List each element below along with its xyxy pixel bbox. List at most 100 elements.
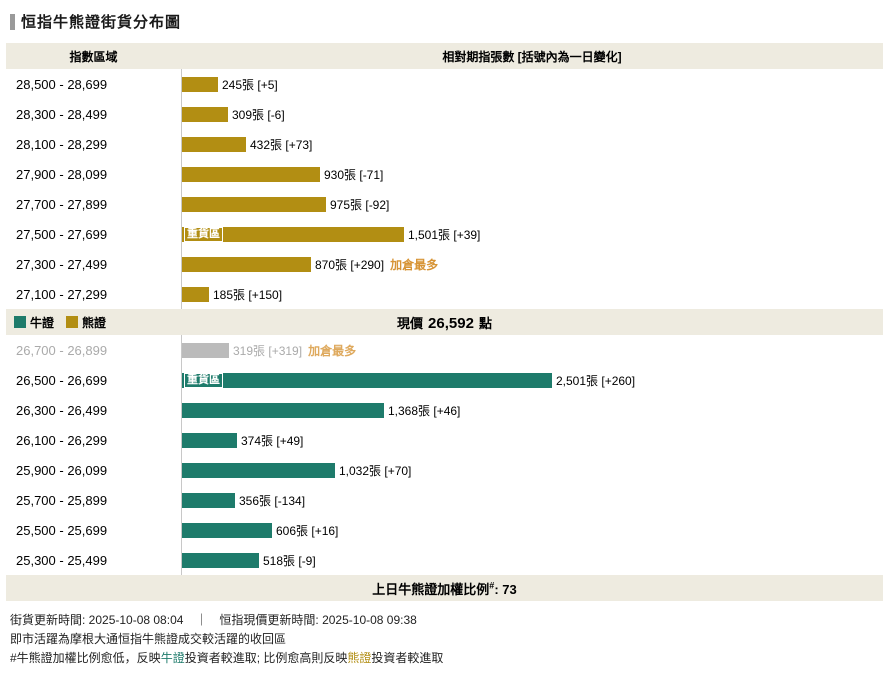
weighted-ratio-sup: # (489, 580, 495, 591)
bull-bar (182, 462, 335, 478)
bear-bar (182, 286, 209, 302)
bar-area: 975張 [-92] (181, 189, 883, 219)
index-range-label: 28,300 - 28,499 (16, 106, 108, 122)
chart-row: 28,500 - 28,699 245張 [+5] (6, 69, 883, 99)
current-price-unit: 點 (478, 315, 492, 331)
bar-area: 870張 [+290] 加倉最多 (181, 249, 883, 279)
index-range-label: 25,300 - 25,499 (16, 552, 108, 568)
bar-area: 1,032張 [+70] (181, 455, 883, 485)
index-range-label: 25,700 - 25,899 (16, 492, 108, 508)
chart-row: 26,500 - 26,699 重貨區 2,501張 [+260] (6, 365, 883, 395)
bar-value-label: 930張 [-71] (324, 167, 384, 182)
index-range-label: 27,900 - 28,099 (16, 166, 108, 182)
bull-bar (182, 402, 384, 418)
legend-bear-item: 熊證 (66, 314, 106, 331)
weighted-ratio-label: 上日牛熊證加權比例 (372, 581, 490, 597)
legend: 牛證 熊證 (14, 309, 106, 335)
most-added-label: 加倉最多 (390, 257, 439, 272)
bull-section: 26,700 - 26,899 319張 [+319] 加倉最多 26,500 - 2… (6, 335, 883, 575)
column-header-band: 指數區域 相對期指張數 [括號內為一日變化] (6, 43, 883, 69)
summary-band: 上日牛熊證加權比例#: 73 (6, 575, 883, 601)
bear-bar (182, 106, 228, 122)
weighted-ratio: 上日牛熊證加權比例#: 73 (372, 579, 516, 598)
bar-area: 重貨區 2,501張 [+260] (181, 365, 883, 395)
bar-value-label: 870張 [+290] (315, 257, 385, 272)
current-price-label: 現價 (397, 315, 424, 331)
title-marker (10, 13, 15, 30)
bar-value-label: 1,368張 [+46] (388, 403, 461, 418)
bar-area: 1,368張 [+46] (181, 395, 883, 425)
chart-row: 25,700 - 25,899 356張 [-134] (6, 485, 883, 515)
chart-row: 27,900 - 28,099 930張 [-71] (6, 159, 883, 189)
bar-area: 930張 [-71] (181, 159, 883, 189)
page-title-row: 恒指牛熊證街貨分布圖 (10, 11, 883, 32)
footnotes: 街貨更新時間: 2025-10-08 08:04 ｜ 恒指現價更新時間: 202… (6, 611, 883, 668)
inactive-bar (182, 342, 229, 358)
chart-row: 26,300 - 26,499 1,368張 [+46] (6, 395, 883, 425)
bar-area: 319張 [+319] 加倉最多 (181, 335, 883, 365)
bar-area: 245張 [+5] (181, 69, 883, 99)
current-price: 現價 26,592 點 (397, 313, 492, 332)
bar-value-label: 319張 [+319] (233, 343, 303, 358)
bar-area: 356張 [-134] (181, 485, 883, 515)
bar-value-label: 1,501張 [+39] (408, 227, 481, 242)
index-range-label: 25,900 - 26,099 (16, 462, 108, 478)
chart-row: 25,900 - 26,099 1,032張 [+70] (6, 455, 883, 485)
active-zone-note: 即市活躍為摩根大通恒指牛熊證成交較活躍的收回區 (10, 632, 287, 646)
bear-swatch-icon (66, 316, 79, 328)
bar-area: 309張 [-6] (181, 99, 883, 129)
bear-bar (182, 256, 311, 272)
chart-row: 28,100 - 28,299 432張 [+73] (6, 129, 883, 159)
bar-value-label: 606張 [+16] (276, 523, 339, 538)
chart-row: 25,300 - 25,499 518張 [-9] (6, 545, 883, 575)
ratio-note-mid: 投資者較進取; 比例愈高則反映 (184, 651, 348, 665)
most-added-label: 加倉最多 (308, 343, 357, 358)
ratio-note-bull-word: 牛證 (160, 651, 185, 665)
bear-bar (182, 166, 320, 182)
chart-row: 27,300 - 27,499 870張 [+290] 加倉最多 (6, 249, 883, 279)
bear-section: 28,500 - 28,699 245張 [+5] 28,300 - 28,499 3… (6, 69, 883, 309)
bar-value-label: 245張 [+5] (222, 77, 278, 92)
chart-row: 26,100 - 26,299 374張 [+49] (6, 425, 883, 455)
bear-bar (182, 76, 218, 92)
bar-value-label: 374張 [+49] (241, 433, 304, 448)
bull-bar: 重貨區 (182, 372, 552, 388)
bar-area: 606張 [+16] (181, 515, 883, 545)
bar-area: 518張 [-9] (181, 545, 883, 575)
column-header-right: 相對期指張數 [括號內為一日變化] (442, 49, 622, 64)
bar-area: 374張 [+49] (181, 425, 883, 455)
index-range-label: 25,500 - 25,699 (16, 522, 108, 538)
bull-bar (182, 432, 237, 448)
bear-bar (182, 196, 326, 212)
index-range-label: 28,500 - 28,699 (16, 76, 108, 92)
index-range-label: 27,100 - 27,299 (16, 286, 108, 302)
bar-value-label: 309張 [-6] (232, 107, 285, 122)
current-price-value: 26,592 (428, 314, 474, 332)
index-range-label: 26,700 - 26,899 (16, 342, 108, 358)
legend-bull-label: 牛證 (30, 315, 55, 330)
heavy-zone-badge: 重貨區 (184, 226, 223, 242)
bull-bar (182, 522, 272, 538)
ratio-explain-note: #牛熊證加權比例愈低，反映牛證投資者較進取; 比例愈高則反映熊證投資者較進取 (10, 649, 883, 668)
bar-value-label: 1,032張 [+70] (339, 463, 412, 478)
bar-value-label: 185張 [+150] (213, 287, 283, 302)
index-range-label: 27,700 - 27,899 (16, 196, 108, 212)
bar-value-label: 356張 [-134] (239, 493, 306, 508)
page-title: 恒指牛熊證街貨分布圖 (21, 14, 182, 31)
ratio-note-suffix: 投資者較進取 (371, 651, 444, 665)
chart-row: 26,700 - 26,899 319張 [+319] 加倉最多 (6, 335, 883, 365)
page: 恒指牛熊證街貨分布圖 指數區域 相對期指張數 [括號內為一日變化] 28,500… (6, 11, 883, 668)
index-range-label: 26,500 - 26,699 (16, 372, 108, 388)
update-times-note: 街貨更新時間: 2025-10-08 08:04 ｜ 恒指現價更新時間: 202… (10, 613, 417, 627)
bar-value-label: 2,501張 [+260] (556, 373, 636, 388)
bull-swatch-icon (14, 316, 26, 328)
bear-bar (182, 136, 246, 152)
index-range-label: 27,500 - 27,699 (16, 226, 108, 242)
weighted-ratio-value: : 73 (494, 581, 517, 597)
index-range-label: 26,300 - 26,499 (16, 402, 108, 418)
bear-bar: 重貨區 (182, 226, 404, 242)
legend-bear-label: 熊證 (82, 315, 107, 330)
chart-row: 25,500 - 25,699 606張 [+16] (6, 515, 883, 545)
legend-bull-item: 牛證 (14, 314, 54, 331)
bar-value-label: 975張 [-92] (330, 197, 390, 212)
